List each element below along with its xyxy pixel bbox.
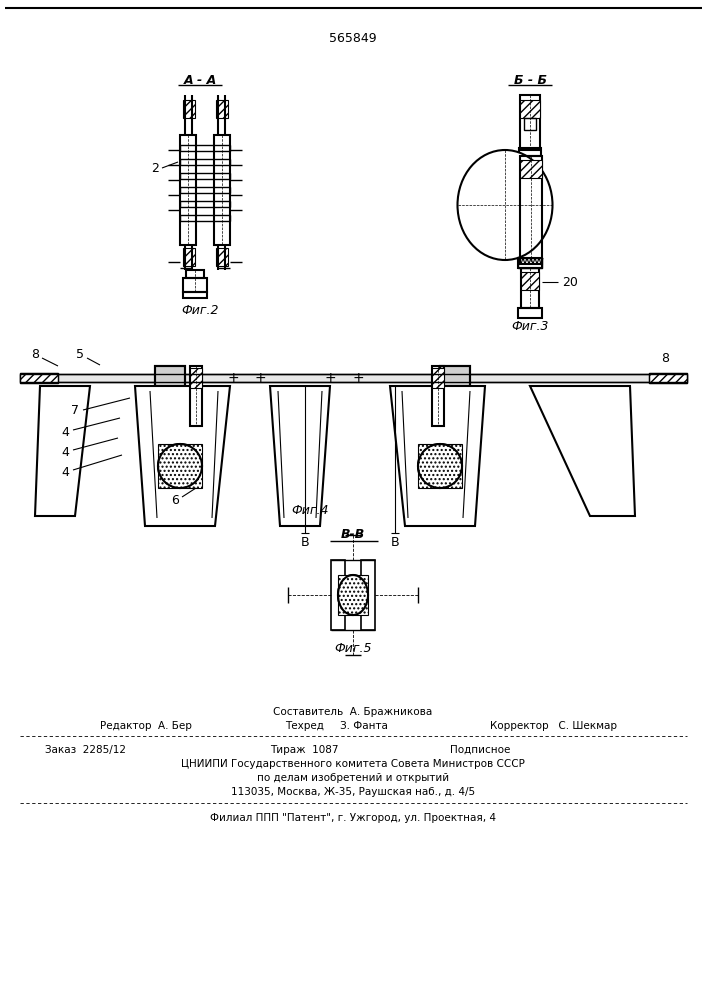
Bar <box>518 258 542 268</box>
Text: 2: 2 <box>151 161 159 174</box>
Bar <box>190 366 202 426</box>
Bar <box>440 366 470 390</box>
Text: В: В <box>391 536 399 550</box>
Text: Редактор  А. Бер: Редактор А. Бер <box>100 721 192 731</box>
Text: Фиг.5: Фиг.5 <box>334 642 372 654</box>
Bar <box>520 95 540 150</box>
Bar <box>20 374 687 382</box>
Bar <box>216 248 228 266</box>
Bar <box>158 444 202 488</box>
Bar <box>518 308 542 318</box>
Bar <box>180 201 230 207</box>
Text: Заказ  2285/12: Заказ 2285/12 <box>45 745 126 755</box>
Text: 6: 6 <box>171 493 179 506</box>
Bar <box>524 118 536 130</box>
Polygon shape <box>270 386 330 526</box>
Text: Фиг.4: Фиг.4 <box>291 504 329 516</box>
Bar <box>20 373 58 383</box>
Bar <box>183 292 207 298</box>
Text: +: + <box>255 371 266 385</box>
Text: 4: 4 <box>61 446 69 458</box>
Bar <box>183 278 207 292</box>
Text: 20: 20 <box>562 275 578 288</box>
Bar <box>155 366 185 390</box>
Bar <box>649 373 687 383</box>
Bar <box>180 173 230 179</box>
Bar <box>20 373 58 383</box>
Bar <box>186 270 204 278</box>
Bar <box>180 187 230 193</box>
Ellipse shape <box>344 582 362 608</box>
Text: Корректор   С. Шекмар: Корректор С. Шекмар <box>490 721 617 731</box>
Text: +: + <box>227 371 239 385</box>
Text: +: + <box>325 371 336 385</box>
Bar <box>183 248 195 266</box>
Bar <box>338 575 368 615</box>
Bar <box>155 366 185 390</box>
Text: 113035, Москва, Ж-35, Раушская наб., д. 4/5: 113035, Москва, Ж-35, Раушская наб., д. … <box>231 787 475 797</box>
Ellipse shape <box>457 150 552 260</box>
Bar <box>216 100 228 118</box>
Text: Подписное: Подписное <box>450 745 510 755</box>
Text: 5: 5 <box>76 349 84 361</box>
Text: 7: 7 <box>71 403 79 416</box>
Polygon shape <box>35 386 90 516</box>
Bar <box>649 373 687 383</box>
Bar <box>432 368 444 388</box>
Bar <box>180 135 196 245</box>
Bar <box>190 368 202 388</box>
Text: В: В <box>300 536 310 550</box>
Text: В-В: В-В <box>341 528 365 542</box>
Bar <box>521 272 539 290</box>
Text: Фиг.2: Фиг.2 <box>181 304 218 316</box>
Bar <box>418 444 462 488</box>
Polygon shape <box>135 386 230 526</box>
Text: 8: 8 <box>661 352 669 364</box>
Polygon shape <box>390 386 485 526</box>
Circle shape <box>418 444 462 488</box>
Bar <box>521 268 539 308</box>
Text: 4: 4 <box>61 426 69 438</box>
Circle shape <box>426 452 454 480</box>
Bar <box>214 135 230 245</box>
Polygon shape <box>530 386 635 516</box>
Bar <box>180 215 230 221</box>
Bar <box>520 100 540 118</box>
Ellipse shape <box>338 575 368 615</box>
Text: Тираж  1087: Тираж 1087 <box>270 745 339 755</box>
Text: 4: 4 <box>61 466 69 479</box>
Bar <box>180 145 230 151</box>
Bar <box>432 366 444 426</box>
Text: 565849: 565849 <box>329 31 377 44</box>
Circle shape <box>158 444 202 488</box>
Text: ЦНИИПИ Государственного комитета Совета Министров СССР: ЦНИИПИ Государственного комитета Совета … <box>181 759 525 769</box>
Bar <box>331 560 345 630</box>
Text: +: + <box>352 371 364 385</box>
Bar <box>361 560 375 630</box>
Text: Б - Б: Б - Б <box>513 74 547 87</box>
Bar <box>519 148 541 156</box>
Text: Филиал ППП "Патент", г. Ужгород, ул. Проектная, 4: Филиал ППП "Патент", г. Ужгород, ул. Про… <box>210 813 496 823</box>
Text: Составитель  А. Бражникова: Составитель А. Бражникова <box>274 707 433 717</box>
Bar <box>440 366 470 390</box>
Circle shape <box>166 452 194 480</box>
Bar <box>518 258 542 268</box>
Text: Фиг.3: Фиг.3 <box>511 320 549 332</box>
Bar <box>520 160 542 178</box>
Text: 8: 8 <box>31 349 39 361</box>
Text: A - A: A - A <box>183 74 216 87</box>
Bar <box>520 156 542 264</box>
Bar <box>180 159 230 165</box>
Text: по делам изобретений и открытий: по делам изобретений и открытий <box>257 773 449 783</box>
Text: Техред     З. Фанта: Техред З. Фанта <box>285 721 388 731</box>
Bar <box>183 100 195 118</box>
